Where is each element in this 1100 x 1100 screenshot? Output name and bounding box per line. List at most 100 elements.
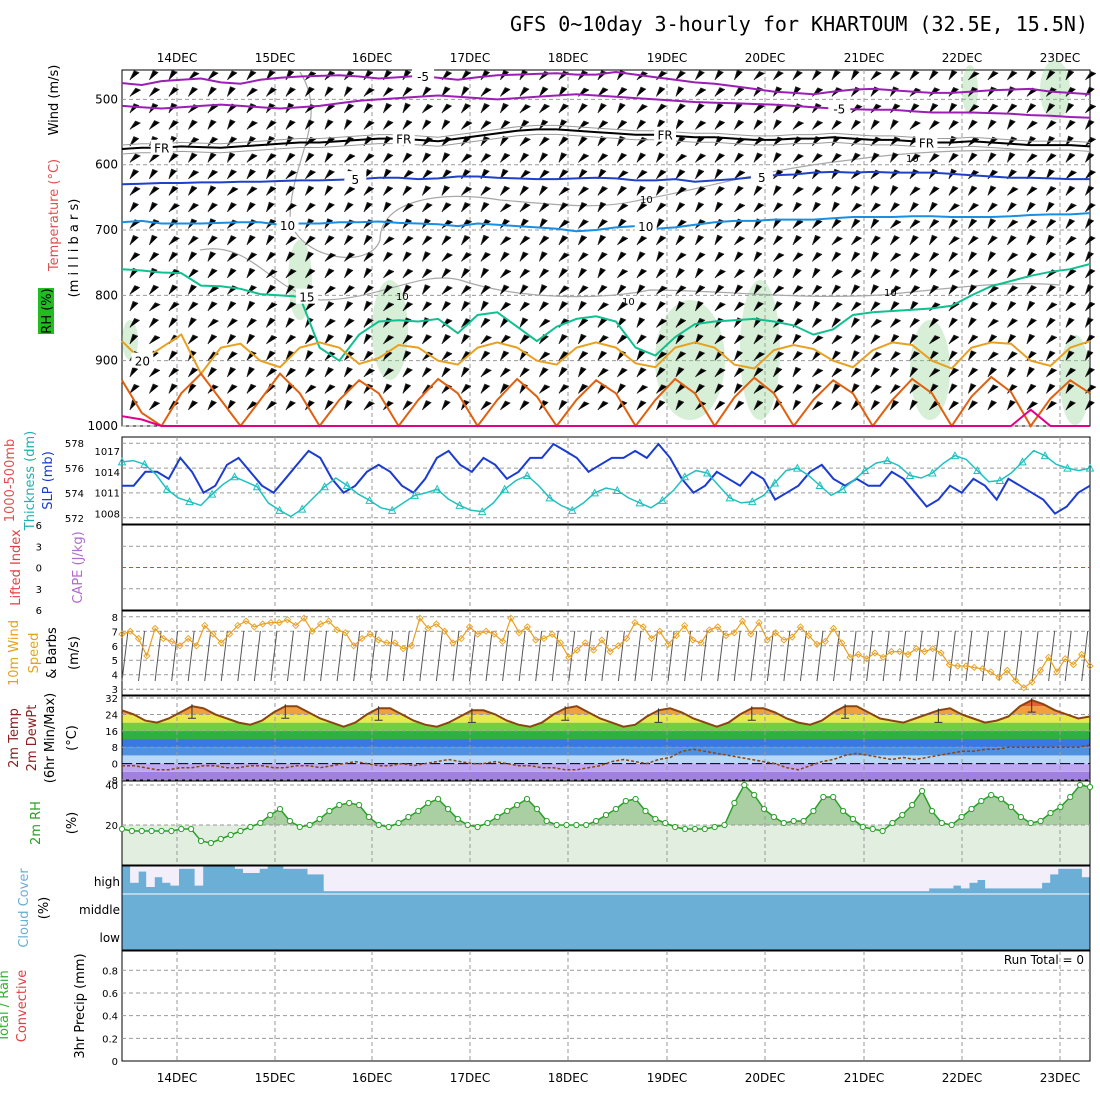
wind-barb	[1007, 333, 1016, 345]
rh-marker	[533, 805, 541, 813]
wind-barb-10m	[336, 630, 344, 682]
slp-tick: 1014	[95, 468, 120, 479]
wind-barb	[129, 285, 140, 295]
high-cloud-gap	[751, 866, 760, 892]
precip-panel: Run Total = 0 0 0.2 0.4 0.6 0.8 Total / RainC…	[0, 950, 1091, 1068]
high-cloud-gap	[694, 866, 704, 892]
rh-marker	[652, 815, 659, 823]
high-cloud-gap	[154, 866, 163, 878]
lifted-index-tick: 6	[36, 521, 42, 532]
wind-barb	[422, 152, 432, 163]
wind-barb	[558, 235, 569, 246]
wind-barb	[948, 185, 959, 196]
wind-barb	[519, 185, 529, 196]
wind-barb	[675, 318, 687, 328]
cloud-level-middle: middle	[79, 903, 120, 917]
wind-barb	[383, 87, 394, 97]
rh-marker	[118, 825, 126, 833]
wind-barb	[539, 136, 550, 147]
high-cloud-gap	[589, 866, 599, 892]
wind-barb	[1026, 153, 1038, 163]
y-axis-label: Speed	[27, 633, 42, 674]
wind-barb	[792, 285, 804, 295]
wind-barb	[441, 185, 450, 196]
wind-barb	[461, 318, 472, 328]
wind-barb	[636, 317, 645, 328]
wind-barb	[656, 202, 667, 213]
wind-barb	[207, 367, 217, 378]
wind-speed-marker	[838, 639, 846, 647]
wind-barb	[929, 350, 939, 361]
wind-barb-10m	[948, 630, 956, 682]
wind-speed-marker	[614, 642, 623, 650]
wind-barb	[168, 235, 180, 246]
wind-barb	[987, 218, 996, 229]
wind-barb	[402, 202, 414, 213]
rh-marker	[435, 795, 442, 803]
wind-barb	[831, 367, 843, 378]
wind-barb	[617, 334, 628, 345]
wind-barb	[383, 334, 394, 345]
high-cloud-gap	[735, 866, 744, 892]
wind-barb	[909, 317, 920, 328]
wind-barb	[227, 252, 238, 262]
precip-tick: 0	[112, 1057, 118, 1068]
high-cloud-gap	[251, 866, 260, 873]
thickness-marker	[230, 472, 239, 481]
wind-barb	[597, 120, 609, 130]
wind-barb-10m	[584, 630, 592, 682]
wind-barb	[792, 383, 803, 394]
rh-marker	[840, 807, 847, 815]
wind-barb	[461, 186, 472, 196]
min-max-whisker	[374, 706, 383, 721]
wind-barb	[636, 301, 647, 312]
wind-barb	[539, 235, 550, 246]
high-cloud-gap	[283, 866, 292, 869]
wind-barb	[324, 152, 334, 163]
wind-barb	[363, 153, 375, 163]
thickness-marker	[320, 482, 329, 491]
temperature-contour	[121, 128, 1091, 150]
wind-speed-marker	[225, 630, 234, 638]
wind-barb	[441, 268, 452, 279]
wind-barb	[227, 235, 237, 246]
wind-speed-marker	[647, 634, 656, 643]
rh-marker	[286, 817, 293, 825]
wind-barb	[422, 400, 432, 411]
wind-barb	[558, 333, 568, 345]
wind-barb	[1085, 169, 1096, 180]
wind-barb	[948, 383, 958, 394]
wind-barb	[617, 170, 629, 180]
wind-barb	[675, 169, 686, 180]
wind-speed-marker	[1011, 676, 1020, 685]
wind-barb	[714, 334, 726, 345]
wind-barb	[773, 235, 783, 246]
temperature-tick: -8	[108, 776, 118, 787]
wind-barb	[188, 268, 199, 279]
high-cloud-gap	[597, 866, 607, 892]
wind-barb	[1046, 251, 1056, 262]
panel-frame	[121, 865, 1091, 951]
wind-speed-marker	[978, 665, 987, 673]
wind-barb	[890, 399, 899, 411]
high-cloud-gap	[501, 866, 510, 892]
temperature-tick: 0	[112, 760, 118, 771]
min-max-whisker	[841, 704, 850, 719]
wind-barb	[714, 69, 724, 81]
wind-barb	[948, 367, 959, 378]
wind-speed-marker	[1061, 655, 1069, 663]
high-cloud-gap	[767, 866, 776, 892]
wind-speed-marker	[250, 623, 259, 631]
wind-speed-marker	[118, 630, 126, 638]
wind-barb	[675, 252, 687, 262]
wind-barb	[266, 120, 277, 130]
wind-barb	[851, 251, 861, 262]
wind-barb	[968, 367, 978, 378]
wind-barb	[1026, 317, 1037, 328]
wind-barb	[1065, 400, 1076, 411]
wind-barb	[129, 383, 140, 394]
wind-barb	[753, 119, 763, 130]
panel-frame	[121, 950, 1091, 1062]
wind-barb	[305, 367, 315, 378]
thickness-marker	[140, 459, 149, 468]
